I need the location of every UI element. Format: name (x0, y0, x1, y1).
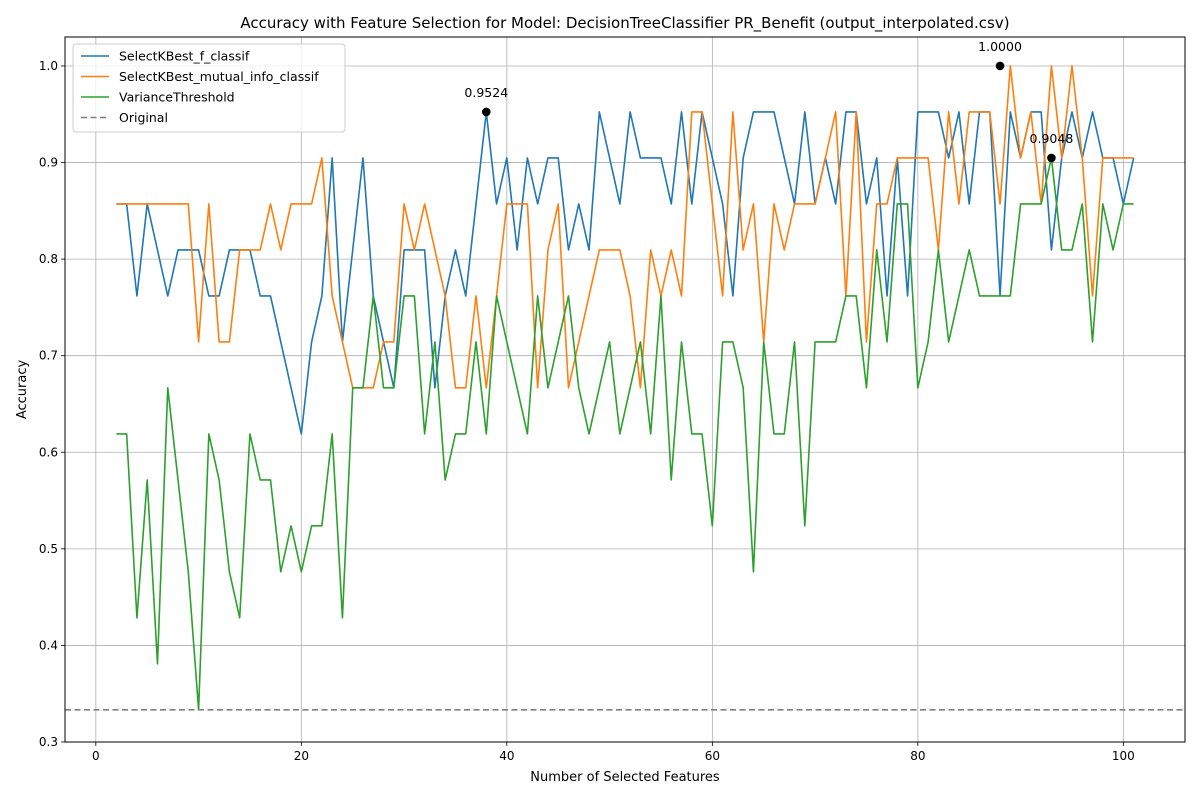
x-tick-label: 100 (1112, 749, 1135, 763)
series-line-2 (116, 157, 1134, 711)
legend-entry: VarianceThreshold (119, 90, 235, 105)
chart-title: Accuracy with Feature Selection for Mode… (240, 14, 1009, 33)
annotations: 0.9524 1.0000 0.9048 (464, 39, 1074, 163)
legend-entry: SelectKBest_mutual_info_classif (119, 69, 319, 84)
plot-frame (64, 36, 1186, 743)
ticks: 0 20 40 60 80 100 0.3 0.4 0.5 0.6 0.7 0.8 0.9 1.0 (39, 59, 1135, 763)
annotation-point (481, 107, 491, 117)
y-tick-label: 0.3 (39, 735, 58, 749)
x-tick-label: 80 (910, 749, 925, 763)
x-tick-label: 60 (705, 749, 720, 763)
y-tick-label: 0.7 (39, 349, 58, 363)
legend-entry: Original (119, 110, 168, 125)
legend-entry: SelectKBest_f_classif (119, 49, 250, 64)
x-axis-label: Number of Selected Features (530, 770, 720, 785)
y-tick-label: 0.8 (39, 252, 58, 266)
annotation-point (1047, 153, 1056, 163)
series-line-1 (116, 65, 1134, 389)
x-tick-label: 40 (499, 749, 514, 763)
x-tick-label: 0 (92, 749, 100, 763)
legend: SelectKBest_f_classif SelectKBest_mutual_… (72, 43, 346, 133)
annotation-label: 0.9524 (464, 85, 508, 100)
y-axis-label: Accuracy (15, 360, 30, 420)
annotation-label: 0.9048 (1030, 131, 1074, 146)
y-tick-label: 0.5 (39, 542, 58, 556)
grid (65, 37, 1185, 743)
annotation-point (995, 61, 1005, 71)
x-tick-label: 20 (294, 749, 309, 763)
y-tick-label: 0.4 (39, 638, 58, 652)
y-tick-label: 0.6 (39, 445, 58, 459)
y-tick-label: 0.9 (39, 156, 58, 170)
data-lines (65, 65, 1185, 711)
legend-box (72, 43, 346, 133)
y-tick-label: 1.0 (39, 59, 58, 73)
annotation-label: 1.0000 (978, 39, 1022, 54)
